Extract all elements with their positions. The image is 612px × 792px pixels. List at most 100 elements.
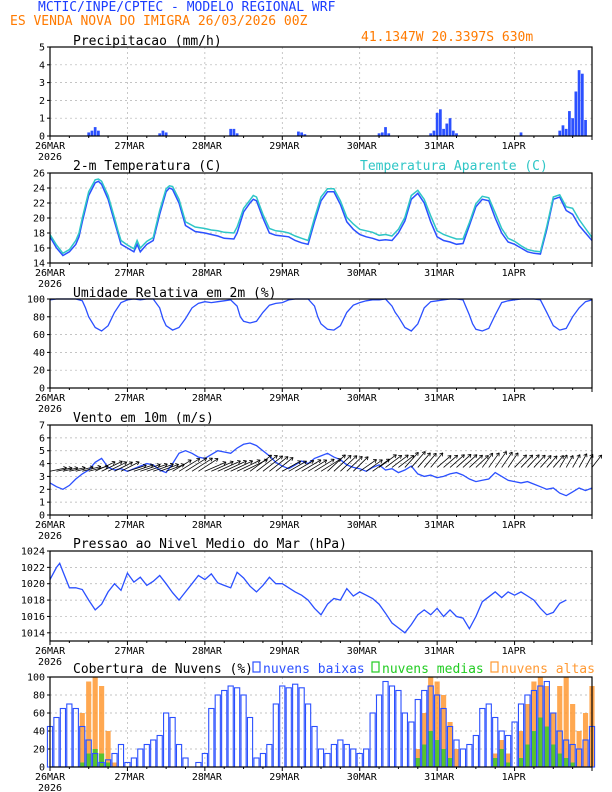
humidity-x-day-label: 1APR — [502, 393, 527, 404]
wind-arrow-shaft — [262, 455, 283, 472]
wind-arrow — [540, 455, 552, 468]
low-cloud-bar — [285, 687, 292, 768]
mid-cloud-bar — [505, 762, 511, 767]
wind-arrow-shaft — [488, 452, 500, 468]
humidity-x-day-label: 31MAR — [424, 393, 455, 404]
precip-x-day-label: 26MAR — [35, 141, 66, 152]
precip-bar — [448, 118, 452, 136]
wind-arrow-head — [364, 456, 369, 461]
temperature-x-day-label: 28MAR — [192, 268, 223, 279]
wind-arrow — [224, 460, 247, 472]
high-cloud-bar — [92, 677, 98, 767]
low-cloud-bar — [66, 703, 73, 768]
wind-arrow-head — [563, 454, 568, 459]
wind-arrow-shaft — [127, 464, 147, 472]
wind-arrow-head — [460, 454, 465, 459]
pressure-x-day-label: 29MAR — [269, 646, 300, 657]
wind-arrow-shaft — [559, 454, 568, 468]
precip-bar — [384, 127, 387, 136]
wind-arrow-shaft — [82, 466, 101, 472]
humidity-y-tick-label: 60 — [33, 330, 45, 341]
pressure-y-tick-label: 1016 — [21, 612, 45, 623]
wind-arrow-head — [203, 457, 208, 462]
low-cloud-bar — [208, 707, 215, 768]
mid-cloud-bar — [537, 717, 543, 767]
wind-arrow-shaft — [185, 457, 207, 472]
wind-arrow-head — [209, 457, 213, 462]
pressure-frame — [49, 550, 593, 642]
humidity-frame — [49, 298, 593, 389]
wind-arrow — [282, 460, 302, 472]
clouds-frame — [49, 676, 593, 768]
low-cloud-bar — [201, 752, 208, 768]
wind-arrow — [365, 459, 383, 472]
precip-bar — [580, 73, 584, 136]
low-cloud-bar — [233, 687, 241, 768]
wind-arrow-head — [187, 459, 192, 464]
high-cloud-bar — [570, 704, 576, 767]
wind-y-tick-label: 3 — [39, 472, 45, 483]
high-cloud-bar — [79, 713, 85, 767]
low-cloud-bar — [356, 752, 363, 768]
precip-bar — [432, 130, 436, 136]
low-cloud-bar — [395, 689, 402, 768]
wind-arrow-head — [439, 452, 444, 457]
mid-cloud-bar — [499, 749, 505, 767]
wind-arrow-shaft — [475, 455, 489, 468]
wind-arrow — [352, 456, 369, 472]
pressure-y-tick-label: 1018 — [21, 596, 45, 607]
wind-arrow — [153, 462, 174, 472]
wind-arrow — [565, 455, 574, 468]
wind-arrow — [94, 460, 116, 472]
low-cloud-bar — [472, 734, 479, 768]
wind-arrow-head — [330, 458, 335, 463]
wind-arrow-shaft — [249, 454, 272, 472]
wind-x-day-label: 29MAR — [269, 520, 300, 531]
temperature-y-tick-label: 18 — [33, 229, 45, 240]
wind-arrow-shaft — [340, 455, 358, 472]
wind-x-day-label: 30MAR — [347, 520, 378, 531]
wind-arrow-head — [484, 455, 489, 460]
wind-arrow-shaft — [385, 455, 402, 468]
high-cloud-bar — [524, 704, 531, 767]
high-cloud-bar — [441, 695, 447, 767]
wind-arrow — [443, 454, 459, 468]
wind-arrow — [430, 452, 444, 468]
precip-y-tick-label: 3 — [39, 78, 45, 89]
precip-bar — [574, 91, 578, 136]
precip-x-day-label: 28MAR — [192, 141, 223, 152]
mid-cloud-bar — [563, 758, 569, 767]
precip-bar — [564, 128, 568, 136]
low-cloud-bar — [137, 748, 144, 768]
wind-arrow — [385, 454, 403, 468]
wind-arrow — [333, 454, 352, 472]
low-cloud-bar — [330, 743, 338, 768]
wind-arrow — [520, 454, 534, 468]
clouds-y-tick-label: 100 — [27, 673, 45, 684]
pressure-x-day-label: 1APR — [502, 646, 527, 657]
mid-cloud-bar — [447, 758, 453, 767]
wind-panel: 0 1 2 3 4 5 67 26MAR 27MAR 28MAR 29MAR 30MAR 31MAR 1A… — [35, 421, 603, 542]
humidity-title: Umidade Relativa em 2m (%) — [73, 286, 277, 301]
temperature-x-day-label: 30MAR — [347, 268, 378, 279]
wind-arrow — [514, 454, 527, 468]
mid-cloud-bar — [550, 744, 556, 767]
wind-arrow-head — [297, 460, 302, 465]
wind-arrow-head — [426, 452, 431, 457]
precip-bar — [387, 133, 391, 136]
temperature-y-tick-label: 24 — [33, 184, 45, 195]
wind-arrow — [552, 455, 564, 468]
wind-arrow — [346, 455, 363, 472]
wind-arrow-shaft — [294, 460, 314, 472]
temperature-y-tick-label: 26 — [33, 169, 45, 180]
wind-arrow-head — [473, 454, 478, 459]
low-cloud-bar — [253, 757, 260, 768]
low-cloud-bar — [272, 703, 279, 768]
wind-arrow — [501, 451, 513, 468]
wind-arrow-head — [560, 455, 564, 460]
low-cloud-bar — [227, 685, 234, 768]
wind-arrow-shaft — [527, 454, 540, 468]
high-cloud-bar — [518, 731, 524, 767]
wind-arrow-head — [447, 455, 452, 460]
wind-arrow-shaft — [378, 454, 397, 468]
